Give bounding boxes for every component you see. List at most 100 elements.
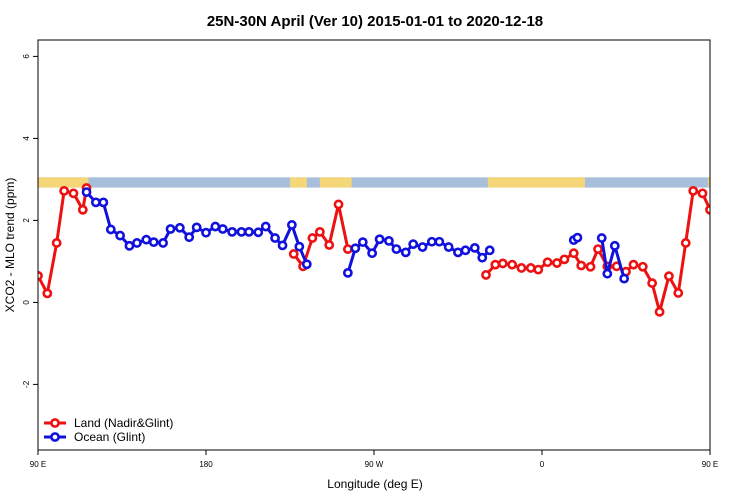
data-point [307,233,318,243]
data-point [477,252,488,263]
data-point [664,271,674,282]
data-point [647,278,658,289]
data-point [288,249,299,259]
data-point [158,238,168,248]
data-point [481,270,491,280]
data-point [165,224,176,234]
y-tick-label: 4 [22,136,31,141]
data-point [434,236,445,247]
data-point [391,244,402,254]
data-point [697,188,708,199]
data-point [497,258,508,269]
data-point [654,306,665,317]
data-point [673,288,684,298]
data-point [408,239,419,250]
y-tick-label: -2 [22,380,31,388]
data-point [688,185,699,196]
data-point [90,197,101,208]
series-0 [38,183,719,317]
data-point [596,233,607,243]
data-point [342,244,353,254]
data-point [324,240,335,250]
data-point [124,240,135,251]
x-tick-label: 90 W [365,460,384,469]
x-tick-label: 180 [199,460,213,469]
x-tick-label: 0 [540,460,545,469]
x-tick-label: 90 E [702,460,718,469]
data-point [453,247,463,258]
ocean-band [38,177,710,188]
x-axis: 90 E 180 90 W 0 90 E [30,450,718,469]
data-point [260,221,271,232]
data-point [42,288,53,299]
data-point [148,237,159,248]
legend-entry: Ocean (Glint) [44,430,145,444]
chart-title: 25N-30N April (Ver 10) 2015-01-01 to 202… [207,13,543,30]
data-point [301,259,312,270]
data-point [286,220,297,230]
data-point [460,245,471,256]
data-point [81,187,92,198]
data-point [568,248,579,259]
y-tick-label: 6 [22,54,31,59]
y-axis: -2 0 2 4 6 [22,54,38,388]
legend-entry: Land (Nadir&Glint) [44,416,173,430]
data-point [593,244,603,254]
land-band-segment [290,177,307,188]
series-layer [38,183,750,317]
data-point [533,264,544,275]
data-point [712,184,719,191]
data-point [59,185,70,196]
data-point [609,240,620,251]
data-point [746,232,750,239]
data-point [680,238,691,248]
data-point [174,222,185,233]
y-tick-label: 0 [22,300,31,305]
data-point [507,259,518,270]
land-band-segment [38,177,89,188]
data-point [217,224,228,234]
data-point [270,233,280,243]
legend: Land (Nadir&Glint)Ocean (Glint) [44,416,173,444]
data-point [132,238,142,248]
data-point [77,204,88,215]
data-point [357,237,368,248]
data-point [619,273,630,284]
data-point [443,242,454,252]
data-point [637,261,648,272]
data-point [277,240,288,251]
data-point [384,235,394,246]
data-point [426,236,437,247]
data-point [367,248,378,259]
legend-label: Ocean (Glint) [74,430,145,444]
land-ocean-band [38,177,710,188]
legend-marker [50,432,60,442]
data-point [350,243,361,254]
data-point [417,242,428,252]
data-point [244,226,254,237]
data-point [602,268,613,279]
x-tick-label: 90 E [30,460,46,469]
data-point [628,259,639,270]
data-point [516,263,527,273]
data-point [484,245,495,256]
data-point [721,199,728,206]
data-point [227,226,238,237]
data-point [576,260,587,271]
x-axis-label: Longitude (deg E) [327,477,422,491]
series-line [600,237,626,280]
data-point [525,263,536,273]
data-point [253,227,264,238]
data-point [552,258,562,268]
data-point [374,234,385,245]
data-point [184,232,195,243]
data-point [705,204,710,215]
data-point [210,221,221,232]
data-point [141,234,152,245]
land-band-segment [487,177,585,188]
data-point [294,241,305,252]
data-point [712,189,719,196]
data-point [51,238,62,248]
data-point [201,227,211,238]
